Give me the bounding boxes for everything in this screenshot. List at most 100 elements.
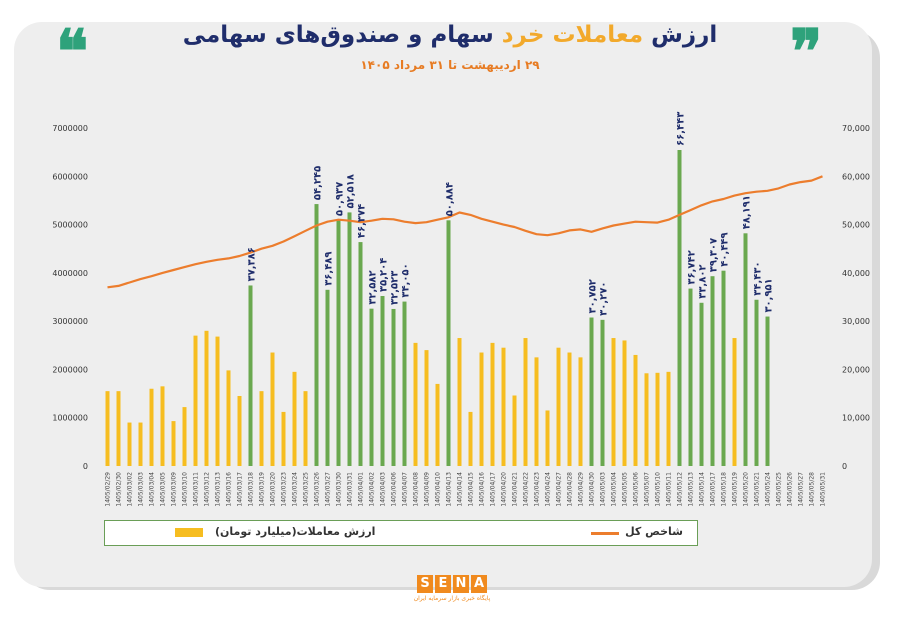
bar bbox=[567, 352, 572, 466]
bar-data-label: ۳۴,۰۵۰ bbox=[401, 263, 412, 297]
bar-data-label: ۳۵,۲۰۴ bbox=[379, 258, 390, 292]
logo-letter: S bbox=[417, 575, 433, 593]
bar bbox=[369, 308, 374, 466]
logo-letters: S E N A bbox=[412, 575, 492, 593]
bar bbox=[699, 302, 704, 466]
index-line bbox=[107, 175, 823, 289]
x-tick-label: 1405/03/27 bbox=[325, 472, 332, 507]
bar bbox=[116, 391, 121, 466]
bar bbox=[435, 383, 440, 466]
bar bbox=[545, 410, 550, 466]
x-tick-label: 1405/04/06 bbox=[391, 472, 398, 507]
bar-data-label: ۳۹,۳۰۷ bbox=[709, 238, 720, 272]
logo-letter: A bbox=[471, 575, 487, 593]
bar-data-label: ۳۰,۲۷۰ bbox=[599, 282, 610, 316]
bars-group bbox=[105, 150, 770, 467]
legend-value-label: ارزش معاملات(میلیارد تومان) bbox=[215, 525, 376, 538]
x-tick-label: 1405/04/24 bbox=[545, 472, 552, 507]
bar bbox=[193, 335, 198, 466]
bar bbox=[402, 301, 407, 466]
right-tick-label: 30,000 bbox=[842, 317, 870, 326]
right-tick-label: 0 bbox=[842, 462, 847, 471]
bar bbox=[655, 372, 660, 466]
chart-frame bbox=[14, 22, 872, 587]
x-tick-label: 1405/03/16 bbox=[226, 472, 233, 507]
left-tick-label: 3000000 bbox=[52, 317, 88, 326]
x-tick-label: 1405/04/15 bbox=[468, 472, 475, 507]
x-tick-label: 1405/03/25 bbox=[303, 472, 310, 507]
legend-index-label: شاخص کل bbox=[625, 525, 683, 538]
bar-data-label: ۴۰,۴۴۹ bbox=[720, 232, 731, 266]
bar bbox=[259, 391, 264, 466]
left-axis-ticks: 0 1000000 2000000 3000000 4000000 5000000 6000… bbox=[52, 124, 88, 471]
legend: شاخص کل ارزش معاملات(میلیارد تومان) bbox=[104, 520, 698, 546]
x-tick-label: 1405/05/17 bbox=[710, 472, 717, 507]
index-line-group bbox=[107, 175, 823, 289]
x-tick-label: 1405/05/04 bbox=[611, 472, 618, 507]
x-tick-labels: 1405/02/29 1405/02/30 1405/03/02 1405/03/03… bbox=[105, 472, 827, 507]
left-tick-label: 5000000 bbox=[52, 221, 88, 230]
bar bbox=[743, 233, 748, 466]
x-tick-label: 1405/03/24 bbox=[292, 472, 299, 507]
x-tick-label: 1405/03/12 bbox=[204, 472, 211, 507]
title-part2: معاملات خرد bbox=[501, 22, 644, 48]
x-tick-label: 1405/04/30 bbox=[589, 472, 596, 507]
x-tick-label: 1405/04/29 bbox=[578, 472, 585, 507]
bar bbox=[578, 357, 583, 466]
bar bbox=[677, 150, 682, 467]
bar-data-label: ۳۴,۴۳۰ bbox=[753, 261, 764, 295]
x-tick-label: 1405/05/26 bbox=[787, 472, 794, 507]
bar bbox=[644, 373, 649, 466]
bar-data-label: ۵۴,۲۴۵ bbox=[313, 166, 324, 200]
x-tick-label: 1405/02/30 bbox=[116, 472, 123, 507]
x-tick-label: 1405/04/28 bbox=[567, 472, 574, 507]
x-tick-label: 1405/03/10 bbox=[182, 472, 189, 507]
x-tick-label: 1405/05/28 bbox=[809, 472, 816, 507]
quote-close-icon: ❞ bbox=[790, 17, 823, 87]
sena-logo: S E N A پایگاه خبری بازار سرمایه ایران bbox=[412, 575, 492, 615]
bar bbox=[138, 422, 143, 466]
x-tick-label: 1405/03/26 bbox=[314, 472, 321, 507]
x-tick-label: 1405/02/29 bbox=[105, 472, 112, 507]
left-tick-label: 0 bbox=[83, 462, 88, 471]
bar-data-label: ۴۶,۳۷۴ bbox=[357, 204, 368, 238]
bar bbox=[127, 422, 132, 466]
bar bbox=[446, 220, 451, 466]
bar bbox=[611, 338, 616, 466]
right-tick-label: 40,000 bbox=[842, 269, 870, 278]
bar bbox=[622, 340, 627, 466]
x-tick-label: 1405/03/11 bbox=[193, 472, 200, 507]
x-tick-label: 1405/05/31 bbox=[820, 472, 827, 507]
bar-data-label: ۳۶,۴۸۹ bbox=[324, 251, 335, 285]
bar bbox=[556, 347, 561, 466]
logo-letter: N bbox=[453, 575, 469, 593]
x-tick-label: 1405/05/06 bbox=[633, 472, 640, 507]
x-tick-label: 1405/04/21 bbox=[512, 472, 519, 507]
x-tick-label: 1405/05/07 bbox=[644, 472, 651, 507]
bar-data-label: ۳۷,۳۸۶ bbox=[247, 247, 258, 281]
bar-data-label: ۳۶,۷۴۲ bbox=[687, 250, 698, 284]
bar bbox=[237, 395, 242, 466]
x-tick-label: 1405/04/13 bbox=[446, 472, 453, 507]
bar bbox=[182, 407, 187, 466]
bar bbox=[721, 270, 726, 466]
x-tick-label: 1405/03/09 bbox=[171, 472, 178, 507]
bar bbox=[215, 336, 220, 466]
title-part3: سهام و صندوق‌های سهامی bbox=[182, 22, 502, 48]
page-title: ارزش معاملات خرد سهام و صندوق‌های سهامی bbox=[0, 22, 900, 48]
bar bbox=[281, 411, 286, 466]
bar bbox=[105, 391, 110, 466]
x-tick-label: 1405/04/22 bbox=[523, 472, 530, 507]
bar bbox=[270, 352, 275, 466]
x-tick-label: 1405/05/24 bbox=[765, 472, 772, 507]
bar bbox=[325, 289, 330, 466]
x-tick-label: 1405/03/20 bbox=[270, 472, 277, 507]
x-tick-label: 1405/05/19 bbox=[732, 472, 739, 507]
bar-data-label: ۳۳,۸۰۲ bbox=[698, 264, 709, 298]
x-tick-label: 1405/04/27 bbox=[556, 472, 563, 507]
x-tick-label: 1405/04/09 bbox=[424, 472, 431, 507]
title-part1: ارزش bbox=[643, 22, 718, 48]
x-tick-label: 1405/03/23 bbox=[281, 472, 288, 507]
logo-tagline: پایگاه خبری بازار سرمایه ایران bbox=[413, 595, 491, 602]
